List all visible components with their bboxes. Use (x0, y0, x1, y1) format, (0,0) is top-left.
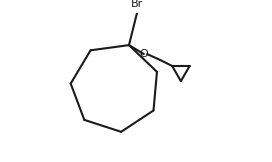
Text: O: O (140, 49, 148, 59)
Text: Br: Br (131, 0, 143, 9)
